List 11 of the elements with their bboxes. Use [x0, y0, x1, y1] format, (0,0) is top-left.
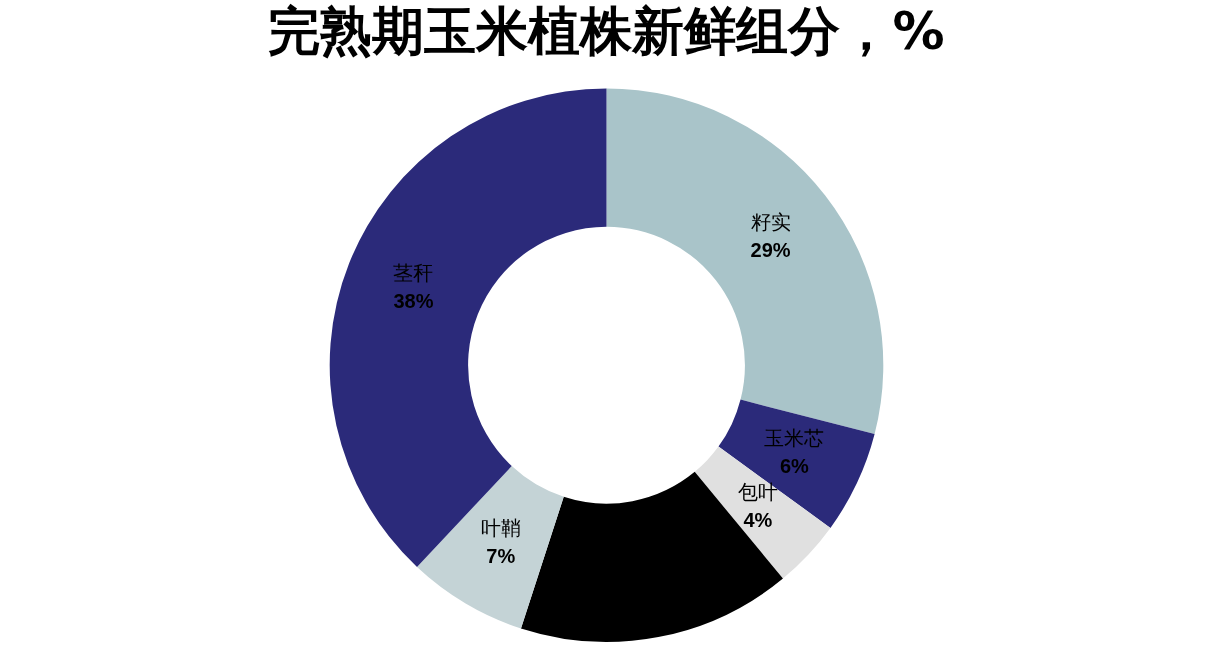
data-label: 6%: [779, 455, 810, 478]
slice-label: 玉米芯: [764, 425, 825, 450]
slice-label: 籽实: [750, 210, 791, 235]
data-label: 4%: [743, 508, 773, 531]
slice-label: 叶鞘: [480, 516, 521, 541]
slice-label: 包叶: [737, 479, 778, 504]
data-label: 29%: [750, 239, 791, 262]
data-label: 38%: [393, 290, 434, 313]
data-label: 7%: [486, 545, 516, 568]
chart-title: 完熟期玉米植株新鲜组分，%: [268, 0, 945, 61]
slice-label: 茎秆: [393, 260, 434, 285]
